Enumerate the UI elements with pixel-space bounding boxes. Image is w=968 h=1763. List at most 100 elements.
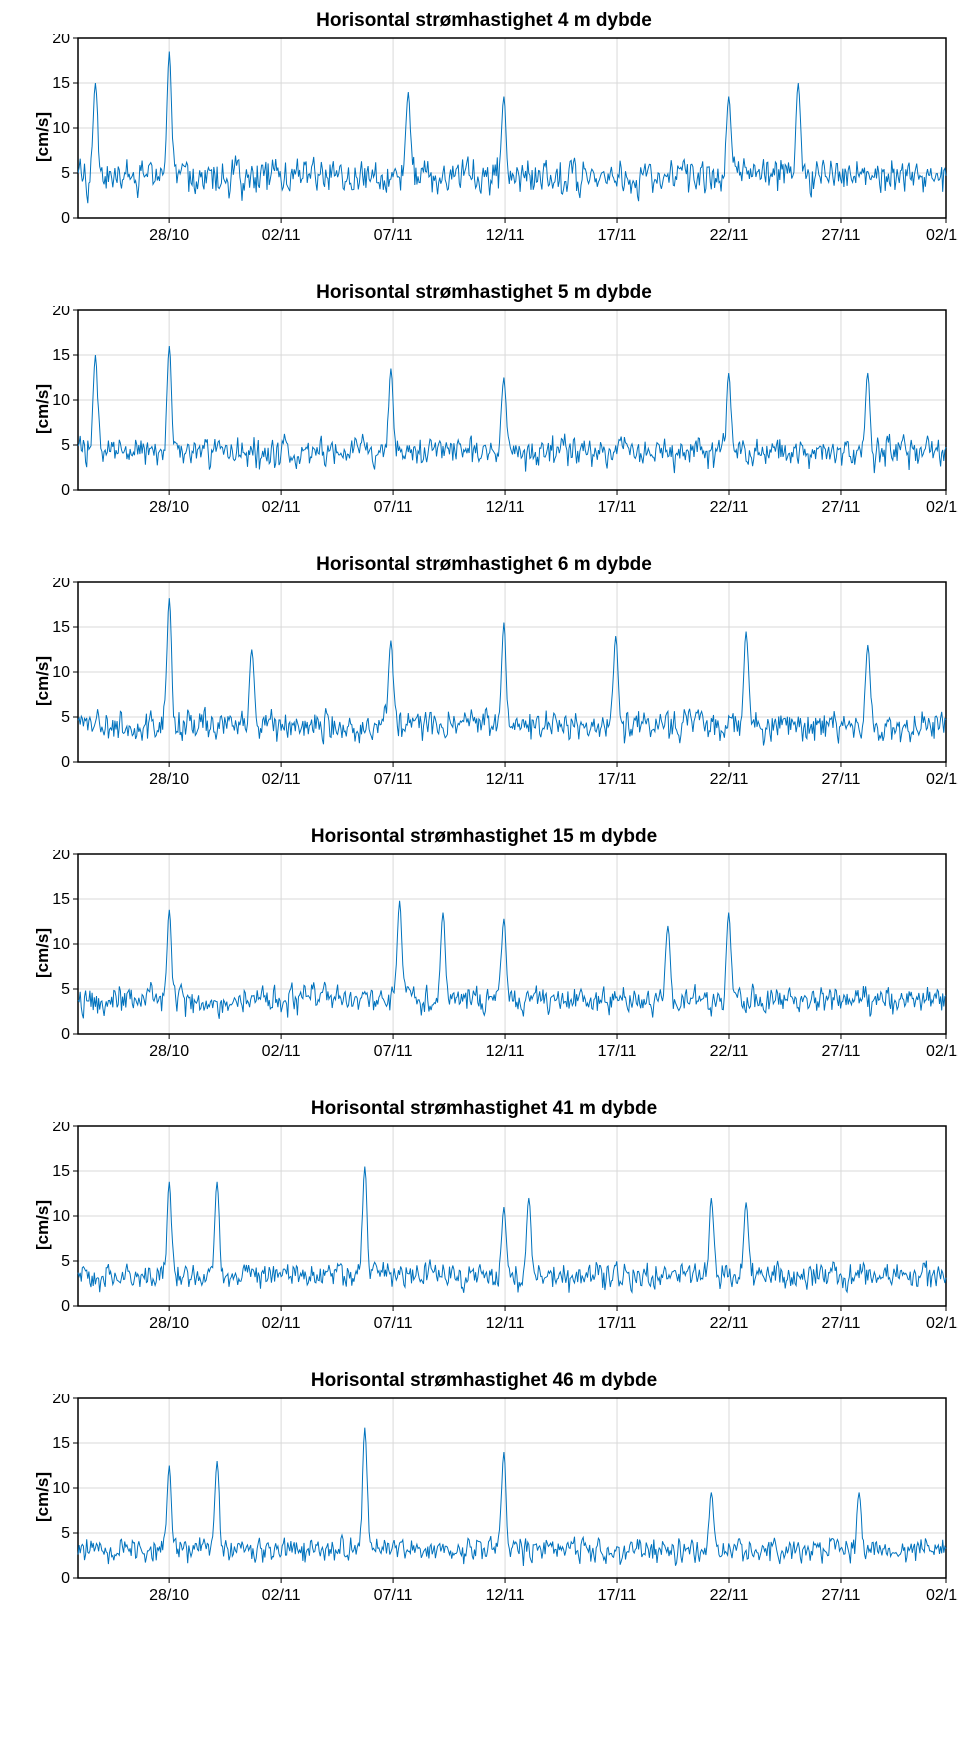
svg-text:02/11: 02/11: [262, 1043, 301, 1060]
y-axis-label: [cm/s]: [33, 384, 53, 434]
svg-text:02/12: 02/12: [926, 1315, 958, 1332]
svg-text:15: 15: [52, 619, 70, 636]
svg-text:10: 10: [52, 1480, 70, 1497]
y-axis-label: [cm/s]: [33, 1472, 53, 1522]
svg-text:02/11: 02/11: [262, 1315, 301, 1332]
svg-text:28/10: 28/10: [149, 1315, 189, 1332]
svg-text:0: 0: [61, 1298, 70, 1315]
svg-text:15: 15: [52, 347, 70, 364]
svg-text:20: 20: [52, 306, 70, 319]
svg-text:17/11: 17/11: [598, 1043, 637, 1060]
chart-svg: 0 5 10 15 20 28/10 02/11 07/11 12/11 17/11 22/11 2…: [10, 306, 958, 536]
svg-text:5: 5: [61, 1253, 70, 1270]
chart-svg: 05101520 28/1002/1107/1112/1117/1122/112…: [10, 578, 958, 808]
panel-title: Horisontal strømhastighet 15 m dybde: [10, 826, 958, 848]
svg-text:02/11: 02/11: [262, 227, 301, 244]
chart-panel: Horisontal strømhastighet 15 m dybde [cm…: [10, 826, 958, 1080]
svg-text:07/11: 07/11: [374, 227, 413, 244]
svg-text:20: 20: [52, 34, 70, 47]
svg-text:12/11: 12/11: [486, 1043, 525, 1060]
panel-title: Horisontal strømhastighet 6 m dybde: [10, 554, 958, 576]
svg-text:12/11: 12/11: [486, 227, 525, 244]
chart-panel: Horisontal strømhastighet 41 m dybde [cm…: [10, 1098, 958, 1352]
chart-svg: 0 5 10 15 20 28/10 02/11 07/11 12/11 17/11 22/11 2…: [10, 850, 958, 1080]
svg-text:5: 5: [61, 165, 70, 182]
svg-text:0: 0: [61, 482, 70, 499]
svg-text:07/11: 07/11: [374, 1043, 413, 1060]
svg-text:5: 5: [61, 437, 70, 454]
svg-text:02/11: 02/11: [262, 771, 301, 788]
svg-text:02/12: 02/12: [926, 1043, 958, 1060]
svg-text:22/11: 22/11: [710, 499, 749, 516]
svg-text:5: 5: [61, 981, 70, 998]
svg-text:17/11: 17/11: [598, 499, 637, 516]
svg-text:0: 0: [61, 210, 70, 227]
chart-panel: Horisontal strømhastighet 46 m dybde [cm…: [10, 1370, 958, 1624]
panel-title: Horisontal strømhastighet 46 m dybde: [10, 1370, 958, 1392]
svg-text:07/11: 07/11: [374, 1315, 413, 1332]
svg-text:17/11: 17/11: [598, 227, 637, 244]
chart-panel: Horisontal strømhastighet 4 m dybde [cm/…: [10, 10, 958, 264]
chart-svg: 0 5 10 15 20 28/10 02/11 07/11 12/11 17/11 22/11 2…: [10, 1394, 958, 1624]
svg-text:12/11: 12/11: [486, 771, 525, 788]
svg-text:12/11: 12/11: [486, 1315, 525, 1332]
chart-panel: Horisontal strømhastighet 5 m dybde [cm/…: [10, 282, 958, 536]
svg-text:22/11: 22/11: [710, 1587, 749, 1604]
panel-title: Horisontal strømhastighet 41 m dybde: [10, 1098, 958, 1120]
svg-text:10: 10: [52, 120, 70, 137]
svg-text:20: 20: [52, 1122, 70, 1135]
svg-text:5: 5: [61, 709, 70, 726]
svg-text:07/11: 07/11: [374, 1587, 413, 1604]
svg-text:5: 5: [61, 1525, 70, 1542]
chart-svg: 0 5 10 15 20 28/10 02/11 07/11 12/11 17/11 22/11 2…: [10, 1122, 958, 1352]
svg-text:02/11: 02/11: [262, 499, 301, 516]
svg-text:02/12: 02/12: [926, 227, 958, 244]
chart-panel: Horisontal strømhastighet 6 m dybde [cm/…: [10, 554, 958, 808]
svg-text:28/10: 28/10: [149, 227, 189, 244]
svg-text:28/10: 28/10: [149, 1587, 189, 1604]
svg-text:17/11: 17/11: [598, 1587, 637, 1604]
svg-text:12/11: 12/11: [486, 499, 525, 516]
svg-text:02/12: 02/12: [926, 771, 958, 788]
svg-text:27/11: 27/11: [822, 771, 861, 788]
svg-text:12/11: 12/11: [486, 1587, 525, 1604]
svg-text:0: 0: [61, 1570, 70, 1587]
svg-text:15: 15: [52, 1435, 70, 1452]
y-axis-label: [cm/s]: [33, 928, 53, 978]
y-axis-label: [cm/s]: [33, 656, 53, 706]
svg-text:20: 20: [52, 850, 70, 863]
panel-title: Horisontal strømhastighet 5 m dybde: [10, 282, 958, 304]
svg-text:27/11: 27/11: [822, 1587, 861, 1604]
chart-svg: 0 5 10 15 20 28/10 02/11 07/11 12/11 17/11 22/11 2…: [10, 34, 958, 264]
svg-text:27/11: 27/11: [822, 1043, 861, 1060]
svg-text:28/10: 28/10: [149, 499, 189, 516]
svg-text:15: 15: [52, 75, 70, 92]
svg-text:17/11: 17/11: [598, 771, 637, 788]
svg-text:22/11: 22/11: [710, 1043, 749, 1060]
y-axis-label: [cm/s]: [33, 1200, 53, 1250]
svg-text:10: 10: [52, 664, 70, 681]
svg-text:28/10: 28/10: [149, 1043, 189, 1060]
svg-text:0: 0: [61, 754, 70, 771]
svg-text:07/11: 07/11: [374, 499, 413, 516]
svg-text:02/11: 02/11: [262, 1587, 301, 1604]
svg-text:22/11: 22/11: [710, 771, 749, 788]
y-axis-label: [cm/s]: [33, 112, 53, 162]
svg-text:27/11: 27/11: [822, 499, 861, 516]
svg-text:10: 10: [52, 1208, 70, 1225]
svg-text:22/11: 22/11: [710, 227, 749, 244]
svg-text:0: 0: [61, 1026, 70, 1043]
svg-text:20: 20: [52, 1394, 70, 1407]
svg-text:10: 10: [52, 936, 70, 953]
svg-text:27/11: 27/11: [822, 227, 861, 244]
svg-text:15: 15: [52, 1163, 70, 1180]
svg-text:07/11: 07/11: [374, 771, 413, 788]
svg-text:20: 20: [52, 578, 70, 591]
svg-text:27/11: 27/11: [822, 1315, 861, 1332]
svg-text:02/12: 02/12: [926, 499, 958, 516]
svg-text:22/11: 22/11: [710, 1315, 749, 1332]
svg-text:15: 15: [52, 891, 70, 908]
svg-text:17/11: 17/11: [598, 1315, 637, 1332]
figure-container: Horisontal strømhastighet 4 m dybde [cm/…: [10, 10, 958, 1624]
svg-text:10: 10: [52, 392, 70, 409]
